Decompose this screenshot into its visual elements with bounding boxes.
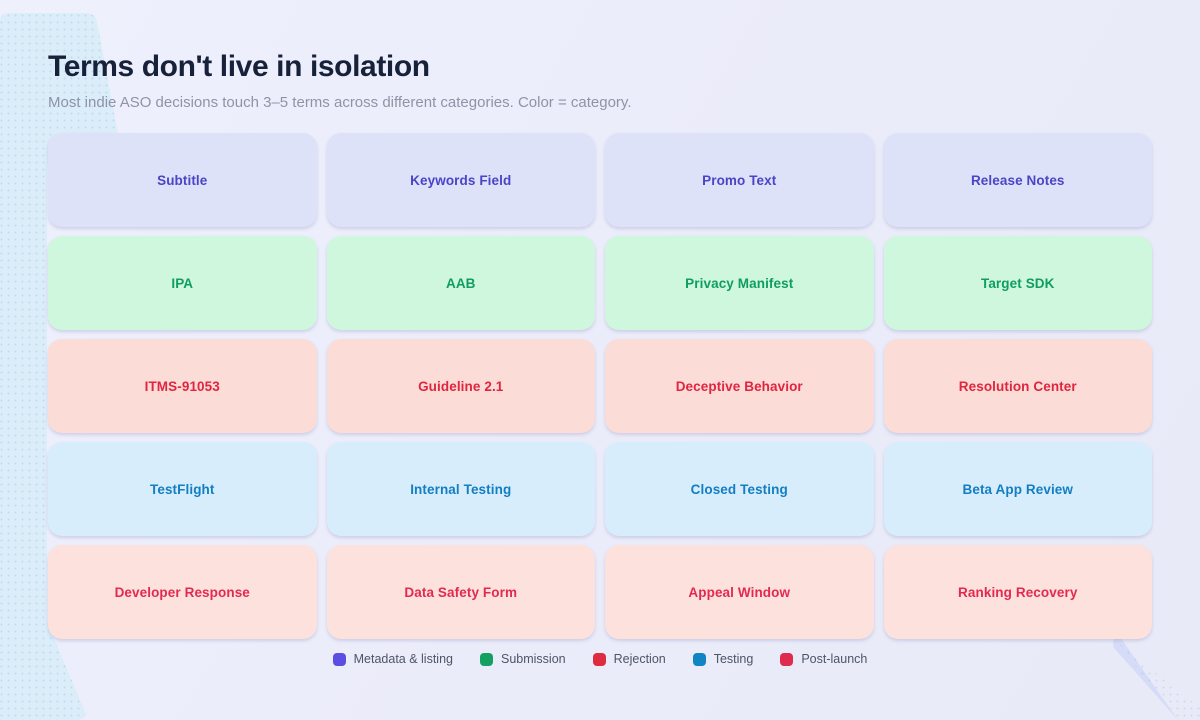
legend-label: Submission — [500, 652, 566, 666]
terms-grid: Subtitle Keywords Field Promo Text Release … — [48, 133, 1152, 639]
term-card: TestFlight — [48, 442, 317, 536]
term-card: Resolution Center — [883, 339, 1152, 433]
term-card: Release Notes — [883, 133, 1152, 227]
legend-swatch-icon — [479, 652, 493, 666]
legend-label: Metadata & listing — [353, 652, 453, 666]
legend-item: Post-launch — [780, 652, 867, 666]
legend-item: Testing — [692, 652, 754, 666]
term-card: Closed Testing — [605, 442, 874, 536]
term-card: AAB — [326, 236, 595, 330]
legend-swatch-icon — [332, 652, 346, 666]
term-card: Target SDK — [883, 236, 1152, 330]
term-card: Appeal Window — [605, 545, 874, 639]
term-card: ITMS-91053 — [48, 339, 317, 433]
term-card: Deceptive Behavior — [605, 339, 874, 433]
term-card: Beta App Review — [883, 442, 1152, 536]
term-card: Internal Testing — [326, 442, 595, 536]
legend-item: Rejection — [592, 652, 666, 666]
page-subtitle: Most indie ASO decisions touch 3–5 terms… — [48, 94, 632, 111]
term-card: Guideline 2.1 — [326, 339, 595, 433]
page-title: Terms don't live in isolation — [48, 50, 430, 83]
legend-item: Metadata & listing — [332, 652, 453, 666]
term-card: Privacy Manifest — [605, 236, 874, 330]
legend-label: Rejection — [613, 652, 666, 666]
legend-label: Post-launch — [801, 652, 868, 666]
term-card: Ranking Recovery — [883, 545, 1152, 639]
legend-swatch-icon — [780, 652, 794, 666]
term-card: Promo Text — [605, 133, 874, 227]
legend-swatch-icon — [592, 652, 606, 666]
legend-swatch-icon — [692, 652, 706, 666]
term-card: Data Safety Form — [326, 545, 595, 639]
term-card: IPA — [48, 236, 317, 330]
term-card: Subtitle — [48, 133, 317, 227]
term-card: Keywords Field — [326, 133, 595, 227]
legend: Metadata & listing Submission Rejection Tes… — [48, 652, 1152, 666]
term-card: Developer Response — [48, 545, 317, 639]
legend-label: Testing — [713, 652, 754, 666]
legend-item: Submission — [479, 652, 566, 666]
background-shape-right — [1112, 634, 1200, 720]
header: Terms don't live in isolation Most indie… — [48, 0, 1152, 113]
